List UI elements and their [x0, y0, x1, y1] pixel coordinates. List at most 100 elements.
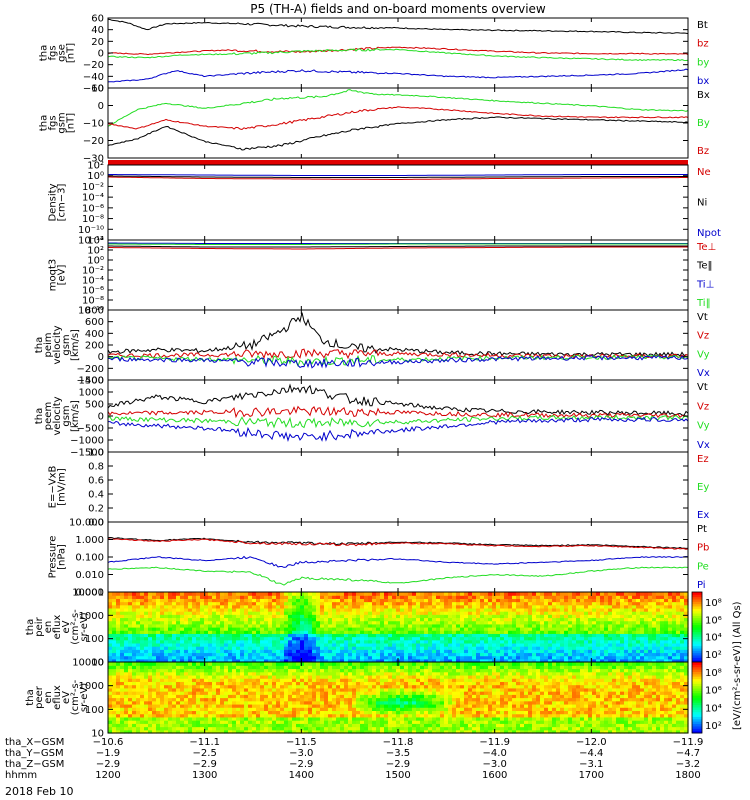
heatmap-cell — [648, 607, 653, 612]
heatmap-cell — [304, 652, 309, 657]
heatmap-cell — [148, 697, 153, 702]
heatmap-cell — [184, 713, 189, 718]
heatmap-cell — [340, 697, 345, 702]
heatmap-cell — [140, 700, 145, 705]
heatmap-cell — [488, 639, 493, 644]
heatmap-cell — [484, 655, 489, 660]
heatmap-cell — [156, 681, 161, 686]
heatmap-cell — [176, 703, 181, 708]
legend-vz: Vz — [697, 331, 709, 342]
heatmap-cell — [264, 729, 269, 734]
heatmap-cell — [272, 614, 277, 619]
heatmap-cell — [248, 630, 253, 634]
heatmap-cell — [336, 662, 341, 666]
heatmap-cell — [140, 630, 145, 634]
heatmap-cell — [456, 620, 461, 625]
heatmap-cell — [480, 607, 485, 612]
heatmap-cell — [376, 633, 381, 638]
heatmap-cell — [420, 630, 425, 634]
heatmap-cell — [576, 617, 581, 622]
heatmap-cell — [212, 595, 217, 599]
heatmap-cell — [308, 681, 313, 686]
heatmap-cell — [556, 646, 561, 650]
heatmap-cell — [264, 636, 269, 641]
heatmap-cell — [128, 691, 133, 695]
heatmap-cell — [420, 639, 425, 644]
heatmap-cell — [320, 655, 325, 660]
heatmap-cell — [388, 595, 393, 599]
legend-ti: Ti⊥ — [696, 279, 714, 290]
heatmap-cell — [600, 639, 605, 644]
heatmap-cell — [312, 646, 317, 650]
heatmap-cell — [244, 694, 249, 699]
heatmap-cell — [288, 617, 293, 622]
heatmap-cell — [568, 630, 573, 634]
heatmap-cell — [280, 716, 285, 721]
heatmap-cell — [404, 601, 409, 606]
heatmap-cell — [528, 652, 533, 657]
heatmap-cell — [300, 729, 305, 734]
heatmap-cell — [284, 707, 289, 712]
heatmap-cell — [152, 620, 157, 625]
heatmap-cell — [152, 729, 157, 734]
heatmap-cell — [388, 620, 393, 625]
heatmap-cell — [516, 592, 521, 596]
panel-frame — [107, 309, 689, 381]
heatmap-cell — [112, 633, 117, 638]
heatmap-cell — [664, 595, 669, 599]
heatmap-cell — [228, 703, 233, 708]
heatmap-cell — [356, 601, 361, 606]
series-te-line — [108, 245, 688, 248]
heatmap-cell — [320, 636, 325, 641]
heatmap-cell — [288, 592, 293, 596]
heatmap-cell — [224, 623, 229, 628]
heatmap-cell — [260, 607, 265, 612]
heatmap-cell — [344, 694, 349, 699]
heatmap-cell — [252, 726, 257, 731]
heatmap-cell — [608, 601, 613, 606]
heatmap-cell — [332, 611, 337, 615]
heatmap-cell — [276, 700, 281, 705]
heatmap-cell — [624, 642, 629, 647]
heatmap-cell — [656, 617, 661, 622]
heatmap-cell — [252, 713, 257, 718]
heatmap-cell — [280, 652, 285, 657]
heatmap-cell — [108, 662, 113, 666]
heatmap-cell — [380, 658, 385, 663]
heatmap-cell — [140, 726, 145, 731]
heatmap-cell — [344, 713, 349, 718]
heatmap-cell — [508, 595, 513, 599]
heatmap-cell — [200, 601, 205, 606]
heatmap-cell — [408, 614, 413, 619]
heatmap-cell — [332, 681, 337, 686]
heatmap-cell — [112, 681, 117, 686]
heatmap-cell — [228, 630, 233, 634]
heatmap-cell — [504, 633, 509, 638]
heatmap-cell — [600, 614, 605, 619]
heatmap-cell — [180, 658, 185, 663]
heatmap-cell — [408, 630, 413, 634]
heatmap-cell — [324, 710, 329, 715]
heatmap-cell — [672, 620, 677, 625]
heatmap-cell — [224, 713, 229, 718]
heatmap-cell — [636, 636, 641, 641]
heatmap-cell — [156, 668, 161, 673]
heatmap-cell — [160, 646, 165, 650]
heatmap-cell — [444, 595, 449, 599]
heatmap-cell — [256, 652, 261, 657]
heatmap-cell — [452, 627, 457, 631]
heatmap-cell — [532, 658, 537, 663]
heatmap-cell — [644, 598, 649, 603]
heatmap-cell — [168, 687, 173, 692]
heatmap-cell — [196, 710, 201, 715]
heatmap-cell — [352, 726, 357, 731]
heatmap-cell — [352, 720, 357, 724]
heatmap-cell — [372, 601, 377, 606]
heatmap-cell — [212, 607, 217, 612]
heatmap-cell — [432, 611, 437, 615]
heatmap-cell — [428, 601, 433, 606]
heatmap-cell — [404, 620, 409, 625]
heatmap-cell — [188, 655, 193, 660]
heatmap-cell — [308, 684, 313, 689]
heatmap-cell — [656, 614, 661, 619]
